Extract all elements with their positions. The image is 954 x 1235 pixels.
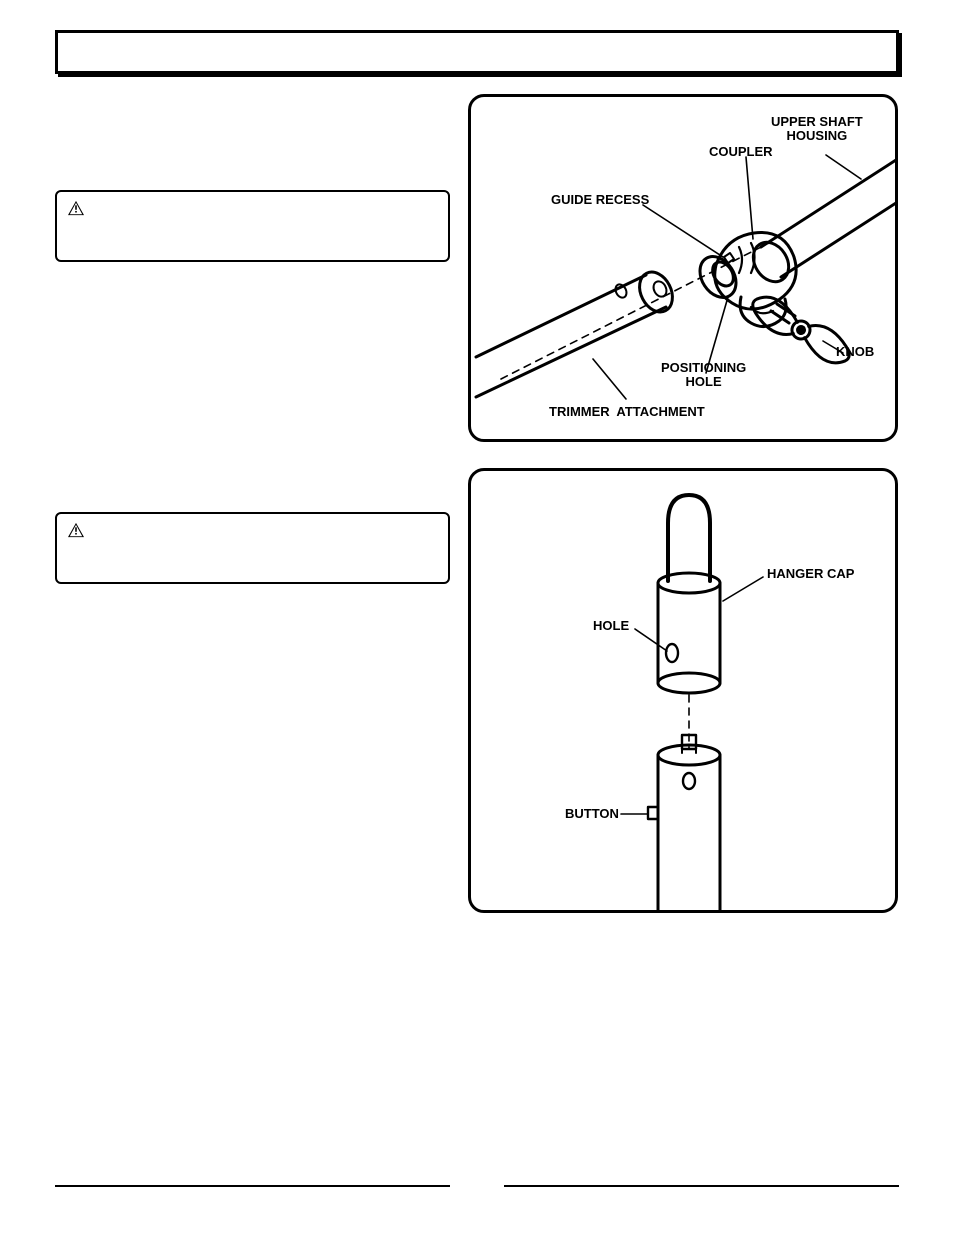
right-column: UPPER SHAFT HOUSING COUPLER GUIDE RECESS… (468, 94, 898, 913)
figure-coupler-svg (471, 97, 898, 442)
page-title-box (55, 30, 899, 74)
warning-box-2 (55, 512, 450, 584)
label-button: BUTTON (565, 807, 619, 821)
figure-hanger-cap: HANGER CAP HOLE BUTTON (468, 468, 898, 913)
footer-rule-right (504, 1185, 899, 1187)
body-paragraph-2 (55, 598, 450, 718)
label-hole: HOLE (593, 619, 629, 633)
warning-icon (67, 200, 85, 216)
label-trimmer-attachment: TRIMMER ATTACHMENT (549, 405, 705, 419)
warning-box-1 (55, 190, 450, 262)
two-column-layout: UPPER SHAFT HOUSING COUPLER GUIDE RECESS… (55, 94, 899, 913)
label-upper-shaft: UPPER SHAFT HOUSING (771, 115, 863, 142)
figure-hanger-cap-svg (471, 471, 898, 913)
heading-2 (55, 462, 450, 502)
left-column (55, 94, 450, 913)
label-coupler: COUPLER (709, 145, 773, 159)
label-guide-recess: GUIDE RECESS (551, 193, 649, 207)
footer-rule-left (55, 1185, 450, 1187)
manual-page: UPPER SHAFT HOUSING COUPLER GUIDE RECESS… (0, 0, 954, 1235)
label-positioning-hole: POSITIONING HOLE (661, 361, 746, 388)
figure-coupler: UPPER SHAFT HOUSING COUPLER GUIDE RECESS… (468, 94, 898, 442)
intro-paragraph (55, 100, 450, 180)
warning-icon (67, 522, 85, 538)
label-knob: KNOB (836, 345, 874, 359)
footer-rule (55, 1185, 899, 1187)
label-hanger-cap: HANGER CAP (767, 567, 854, 581)
body-paragraph-1 (55, 276, 450, 456)
